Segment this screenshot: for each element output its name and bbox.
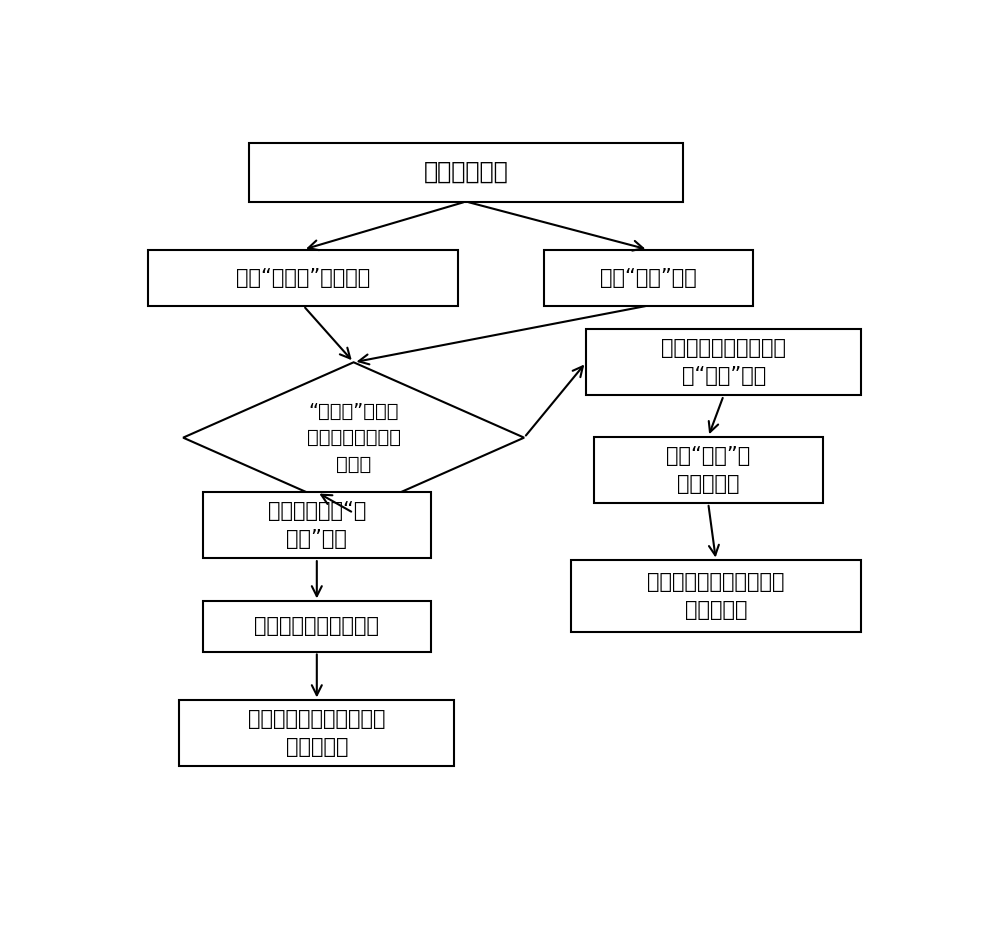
Bar	[249, 143, 683, 201]
Polygon shape	[183, 363, 524, 513]
Bar	[544, 250, 753, 306]
Text: 填充“骨架”材
料，并压实: 填充“骨架”材 料，并压实	[666, 445, 750, 494]
Text: 三维“基体”数模: 三维“基体”数模	[600, 267, 696, 288]
Bar	[179, 700, 454, 766]
Bar	[571, 560, 861, 632]
Text: 增强制造三维基体，留
出“骨架”空隙: 增强制造三维基体，留 出“骨架”空隙	[661, 338, 786, 386]
Bar	[148, 250, 458, 306]
Text: 零件三维数模: 零件三维数模	[424, 160, 508, 185]
Text: 增强制造三维“增
相强”骨架: 增强制造三维“增 相强”骨架	[268, 501, 366, 549]
Bar	[586, 329, 861, 395]
Bar	[202, 601, 431, 651]
Text: 填充基体材料、并压实: 填充基体材料、并压实	[254, 616, 379, 637]
Bar	[594, 437, 822, 503]
Text: 烧结，形成增强相和基体
双连通结构: 烧结，形成增强相和基体 双连通结构	[647, 572, 785, 621]
Bar	[202, 492, 431, 558]
Text: 三维“增强相”骨架数模: 三维“增强相”骨架数模	[236, 267, 370, 288]
Text: 烧结，形成增强相和基体
双连通结构: 烧结，形成增强相和基体 双连通结构	[248, 709, 386, 758]
Text: “增强相”骨架和
基体复杂程度和体
积占比: “增强相”骨架和 基体复杂程度和体 积占比	[307, 402, 401, 473]
